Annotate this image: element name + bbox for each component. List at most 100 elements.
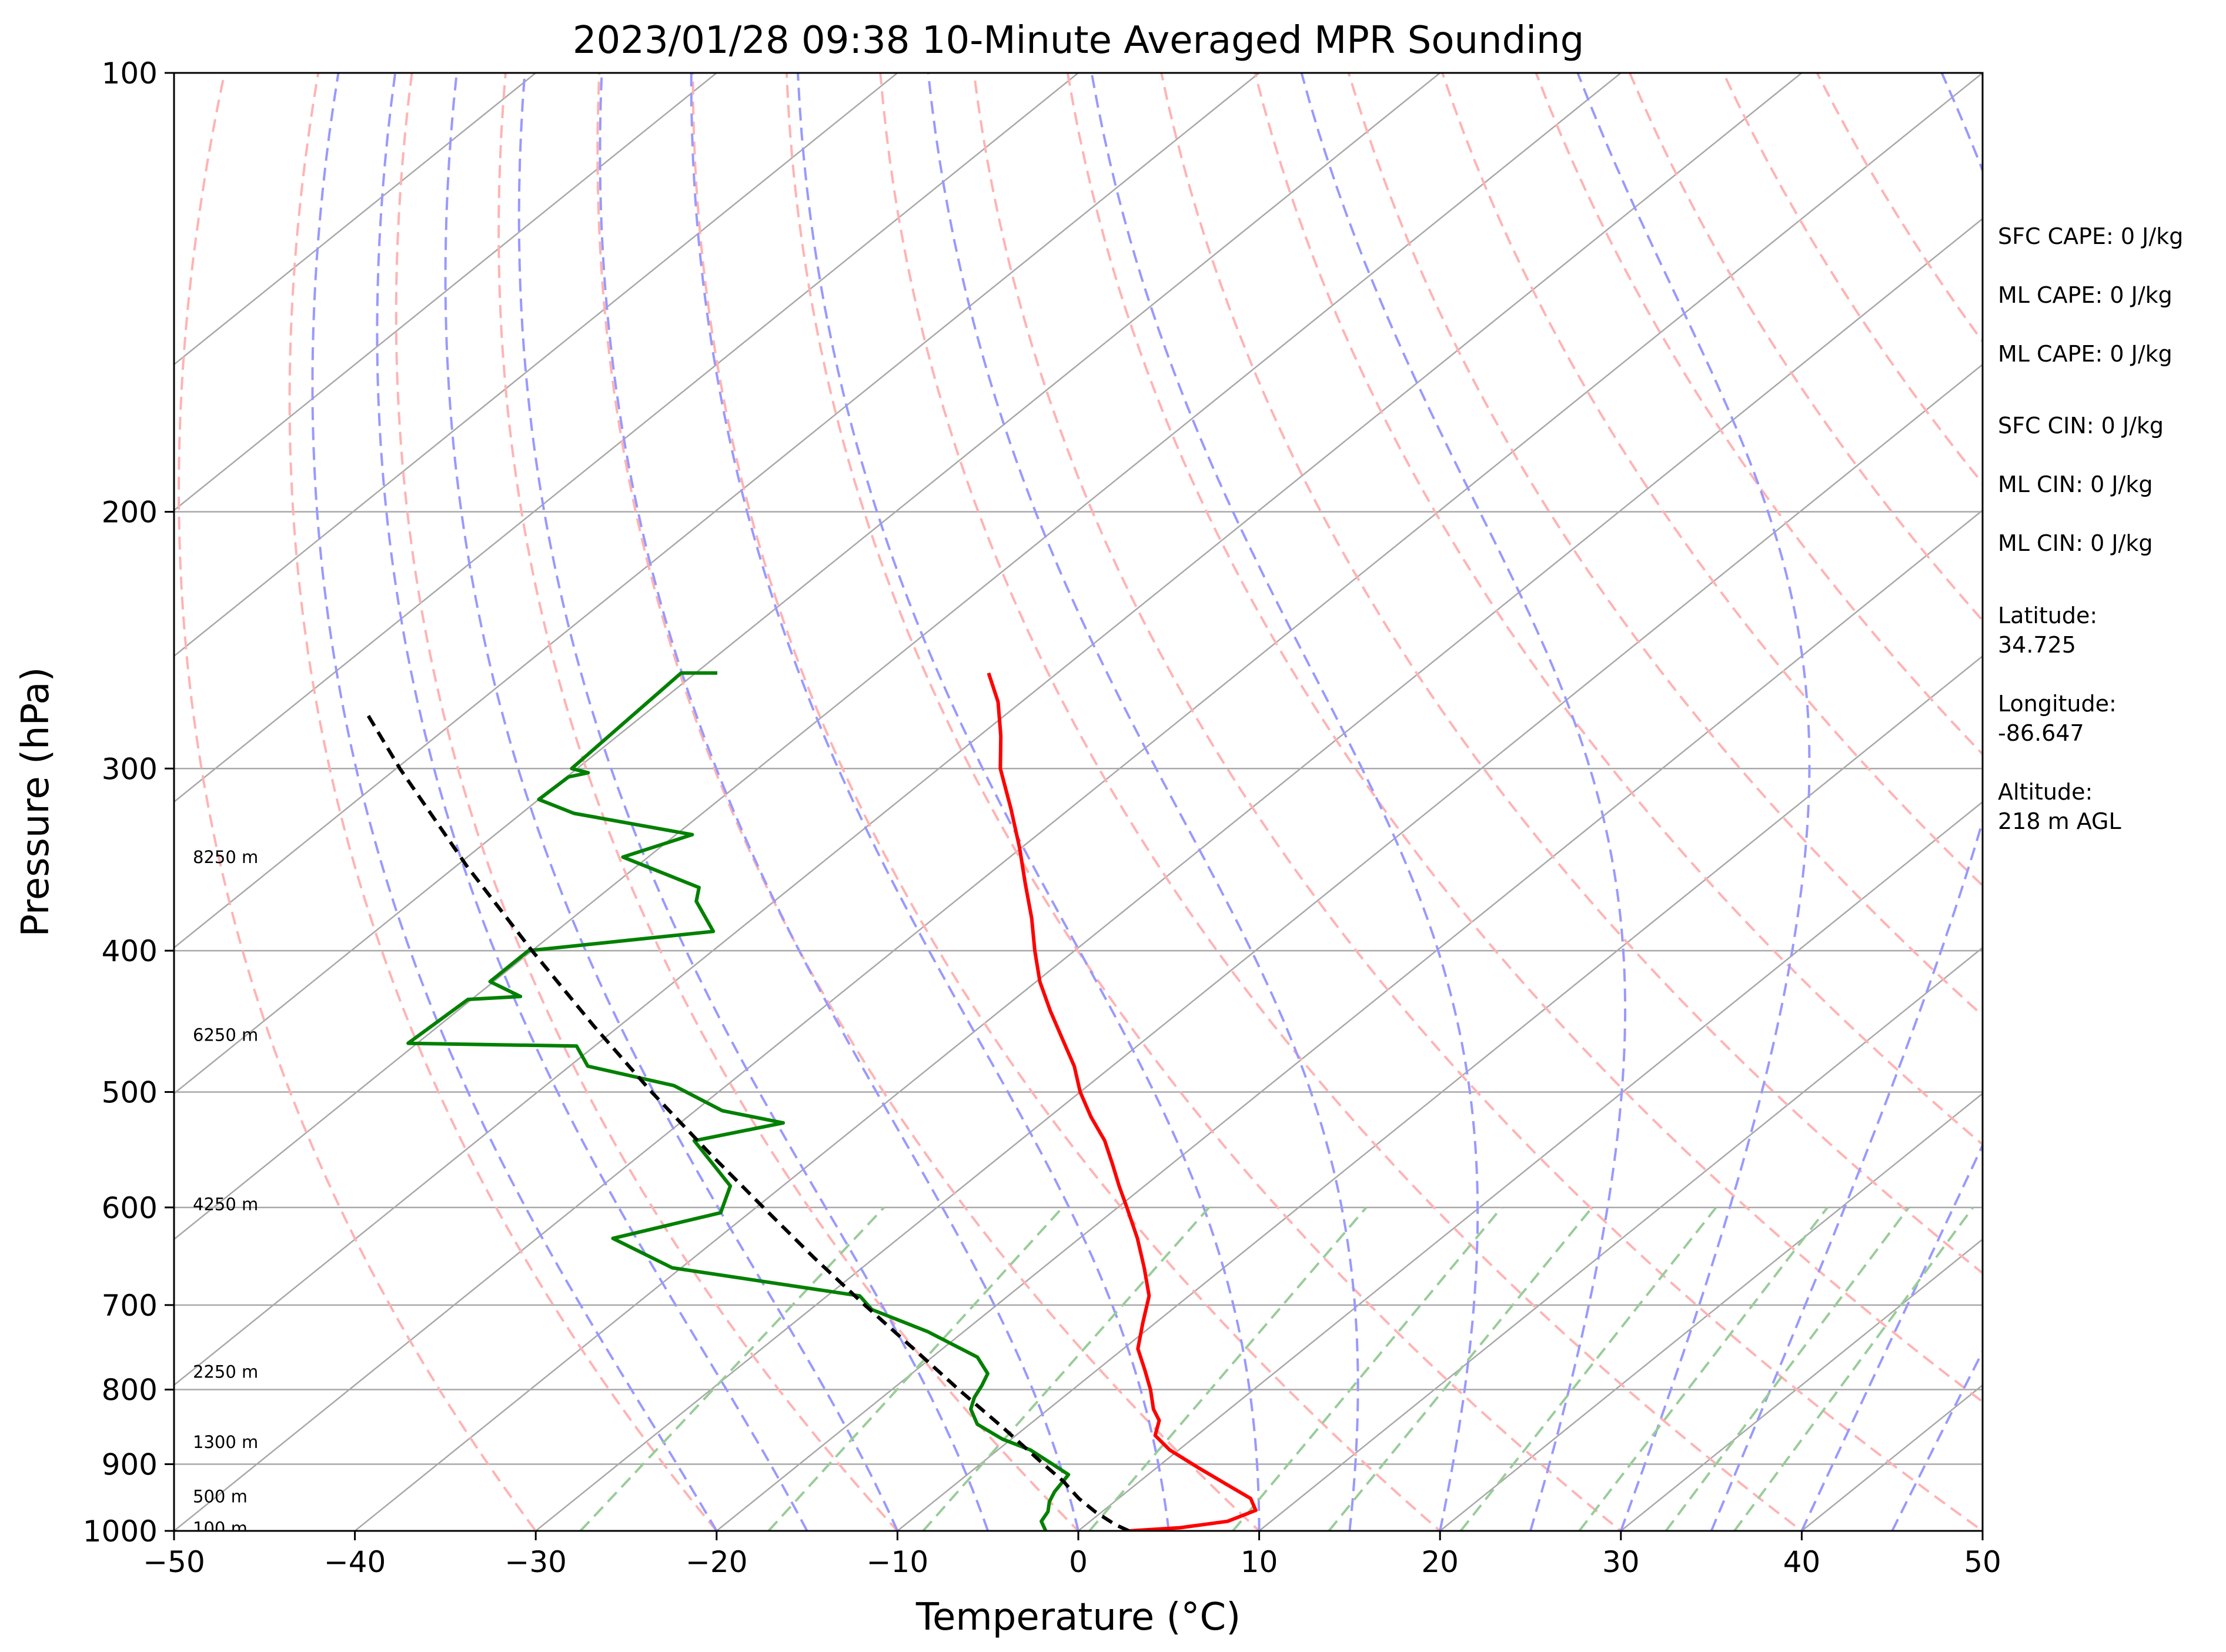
y-tick-label: 1000 [83, 1514, 158, 1549]
y-tick-label: 100 [102, 56, 158, 91]
isotherm-line [534, 363, 1983, 1531]
altitude-label: Altitude: [1998, 779, 2093, 805]
mixing-ratio-line [579, 1206, 885, 1531]
dry-adiabat-line [288, 73, 718, 1531]
ml-cin-text-2: ML CIN: 0 J/kg [1998, 530, 2153, 556]
parcel-profile [365, 712, 1130, 1531]
dry-adiabat-line [1066, 73, 1983, 1403]
moist-adiabat-line [1800, 1142, 1983, 1531]
side-panel: SFC CAPE: 0 J/kg ML CAPE: 0 J/kg ML CAPE… [1998, 223, 2183, 834]
y-tick-label: 900 [102, 1448, 158, 1482]
y-tick-label: 200 [102, 496, 158, 530]
height-label: 2250 m [193, 1362, 258, 1382]
moist-adiabat-line [1300, 73, 1627, 1531]
isotherm-line [174, 73, 1261, 949]
height-label: 6250 m [193, 1025, 258, 1045]
x-axis-label: Temperature (°C) [915, 1596, 1241, 1639]
mixing-ratio-line [767, 1206, 1064, 1531]
moist-adiabat-line [927, 73, 1359, 1531]
dry-adiabats [178, 73, 1983, 1531]
dry-adiabat-line [395, 73, 900, 1531]
isotherm-line [174, 73, 1803, 1386]
dry-adiabat-line [178, 73, 537, 1531]
isotherm-gridlines [174, 73, 1983, 1531]
longitude-label: Longitude: [1998, 691, 2117, 717]
dry-adiabat-line [691, 73, 1442, 1531]
isotherm-line [174, 73, 1983, 1531]
isotherm-line [353, 218, 1983, 1531]
dewpoint-profile [406, 671, 1071, 1531]
moist-adiabat-line [517, 73, 990, 1531]
dry-adiabat-line [879, 73, 1804, 1531]
moist-adiabat-line [690, 73, 1170, 1531]
moist-adiabat-line [796, 73, 1261, 1531]
isotherm-line [1258, 947, 1983, 1531]
dry-adiabat-line [972, 73, 1983, 1531]
x-tick-label: 0 [1069, 1545, 1088, 1579]
x-tick-label: −50 [143, 1545, 205, 1579]
dry-adiabat-line [1254, 73, 1983, 1146]
dry-adiabat-line [497, 73, 1080, 1531]
y-tick-label: 600 [102, 1191, 158, 1225]
x-tick-label: 30 [1602, 1545, 1640, 1579]
isotherm-line [174, 73, 1622, 1240]
mixing-ratio-line [922, 1206, 1210, 1531]
mixing-ratio-line [1088, 1206, 1368, 1531]
x-tick-label: −30 [504, 1545, 567, 1579]
mixing-ratio-line [1459, 1206, 1717, 1531]
latitude-label: Latitude: [1998, 603, 2097, 628]
height-label: 4250 m [193, 1194, 258, 1214]
moist-adiabat-line [444, 73, 899, 1531]
height-labels: 100 m 500 m 1300 m 2250 m 4250 m 6250 m 8250 m [193, 847, 258, 1531]
y-tick-label: 700 [102, 1289, 158, 1323]
height-label: 8250 m [193, 847, 258, 867]
mixing-ratio-lines [579, 1206, 1974, 1531]
moist-adiabat-line [311, 73, 718, 1531]
mixing-ratio-line [1328, 1206, 1593, 1531]
dry-adiabat-line [1535, 73, 1983, 756]
isotherm-line [174, 73, 537, 366]
x-tick-label: −10 [867, 1545, 929, 1579]
y-tick-label: 400 [102, 934, 158, 968]
y-tick-label: 300 [102, 752, 158, 786]
x-tick-label: 50 [1964, 1545, 2001, 1579]
y-axis-ticks: 100 200 300 400 500 600 700 800 900 1000 [83, 56, 174, 1549]
mixing-ratio-line [1232, 1206, 1503, 1531]
mixing-ratio-line [1733, 1206, 1974, 1531]
height-label: 500 m [193, 1486, 248, 1506]
height-label: 1300 m [193, 1432, 258, 1452]
isotherm-line [174, 73, 1079, 803]
moist-adiabat-line [1710, 73, 1983, 1531]
isotherm-line [896, 655, 1983, 1531]
x-tick-label: 40 [1783, 1545, 1821, 1579]
x-tick-label: −40 [324, 1545, 386, 1579]
mixing-ratio-line [1665, 1206, 1910, 1531]
sounding-profiles [365, 671, 1258, 1531]
plot-area: 100 m 500 m 1300 m 2250 m 4250 m 6250 m 8250 m [174, 73, 1983, 1531]
temperature-profile [987, 672, 1258, 1531]
dry-adiabat-line [1160, 73, 1983, 1275]
moist-adiabats [311, 73, 1983, 1531]
sfc-cape-text: SFC CAPE: 0 J/kg [1998, 223, 2183, 249]
isotherm-line [174, 73, 718, 511]
latitude-value: 34.725 [1998, 632, 2076, 658]
y-tick-label: 500 [102, 1075, 158, 1109]
chart-title: 2023/01/28 09:38 10-Minute Averaged MPR … [573, 19, 1584, 62]
isotherm-line [174, 73, 899, 657]
isotherm-line [174, 73, 1442, 1095]
x-tick-label: −20 [686, 1545, 748, 1579]
isotherm-line [715, 509, 1983, 1531]
x-tick-label: 20 [1421, 1545, 1459, 1579]
moist-adiabat-line [599, 73, 1079, 1531]
mixing-ratio-line [1578, 1206, 1829, 1531]
y-tick-label: 800 [102, 1373, 158, 1407]
ml-cape-text: ML CAPE: 0 J/kg [1998, 282, 2172, 308]
isotherm-line [1439, 1092, 1983, 1531]
y-axis-label: Pressure (hPa) [14, 667, 58, 937]
x-axis-ticks: −50 −40 −30 −20 −10 0 10 20 30 40 50 [143, 1531, 2001, 1579]
x-tick-label: 10 [1241, 1545, 1278, 1579]
moist-adiabat-line [1090, 73, 1479, 1531]
isotherm-line [1619, 1238, 1983, 1531]
ml-cin-text: ML CIN: 0 J/kg [1998, 471, 2153, 497]
